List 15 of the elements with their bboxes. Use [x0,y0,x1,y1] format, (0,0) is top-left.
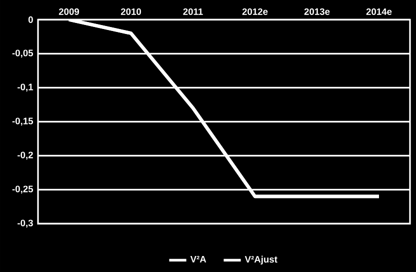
y-tick-label: -0,05 [12,50,34,58]
x-tick-label: 2009 [58,8,80,15]
y-tick-label: 0 [28,16,33,23]
x-tick-label: 2014e [366,8,392,15]
x-tick-label: 2013e [304,8,330,15]
y-tick-label: -0,15 [12,118,34,126]
legend-label: V²Ajust [244,256,278,264]
y-tick-label: -0,2 [18,152,33,160]
y-tick-label: -0,1 [18,84,34,92]
x-tick-label: 2010 [120,8,141,15]
legend-label: V²A [190,256,206,262]
y-tick-label: -0,25 [12,186,34,194]
x-tick-label: 2012e [242,8,268,15]
x-tick-label: 2011 [183,8,203,15]
y-tick-label: -0,3 [18,220,33,228]
